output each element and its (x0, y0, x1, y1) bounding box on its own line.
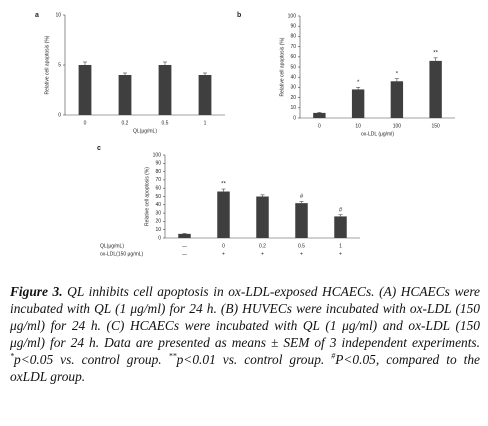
bar (158, 65, 172, 115)
bar (118, 75, 132, 115)
caption-sup: ** (168, 351, 177, 361)
bar (198, 75, 212, 115)
x-tick-label: + (339, 251, 342, 257)
caption-label: Figure 3. (10, 284, 63, 299)
y-tick-label: 60 (155, 186, 161, 192)
panel-label: b (237, 12, 241, 19)
row-label: ox-LDL(150 μg/mL) (100, 251, 144, 257)
bar (256, 196, 269, 238)
x-tick-label: 100 (393, 123, 402, 129)
y-tick-label: 50 (155, 194, 161, 200)
bar (334, 216, 347, 238)
x-tick-label: 0 (84, 120, 87, 126)
y-tick-label: 100 (288, 13, 297, 19)
x-tick-label: 10 (355, 123, 361, 129)
caption-text: p<0.01 vs. control group. (176, 352, 332, 367)
x-tick-label: — (182, 243, 187, 249)
bar (78, 65, 92, 115)
row-label: QL(μg/mL) (100, 243, 124, 249)
x-tick-label: + (300, 251, 303, 257)
caption-text: P<0.05, compared to the oxLDL group. (10, 352, 480, 384)
y-tick-label: 0 (158, 235, 161, 241)
bar (390, 81, 404, 118)
y-tick-label: 50 (290, 64, 296, 70)
caption-text: p<0.05 vs. control group. (14, 352, 169, 367)
y-tick-label: 10 (155, 227, 161, 233)
panel-label: a (35, 12, 39, 19)
significance-label: # (339, 207, 343, 213)
y-tick-label: 20 (290, 95, 296, 101)
caption-sup: * (10, 351, 14, 361)
y-tick-label: 80 (155, 169, 161, 175)
x-tick-label: 1 (204, 120, 207, 126)
bar (351, 89, 365, 118)
caption-sup: # (331, 351, 336, 361)
x-tick-label: 1 (339, 243, 342, 249)
x-tick-label: 0.2 (259, 243, 266, 249)
y-tick-label: 0 (58, 112, 61, 118)
x-tick-label: 0.5 (162, 120, 169, 126)
x-axis-label: QL(μg/mL) (133, 128, 157, 134)
x-tick-label: + (261, 251, 264, 257)
x-tick-label: 0 (318, 123, 321, 129)
y-tick-label: 70 (290, 44, 296, 50)
y-tick-label: 60 (290, 54, 296, 60)
caption: Figure 3. QL inhibits cell apoptosis in … (10, 283, 480, 385)
y-axis-label: Relative cell apoptosis (%) (44, 35, 50, 94)
y-tick-label: 20 (155, 219, 161, 225)
y-tick-label: 40 (155, 202, 161, 208)
y-tick-label: 100 (153, 152, 162, 158)
y-tick-label: 40 (290, 75, 296, 81)
y-tick-label: 90 (155, 161, 161, 167)
bar (178, 233, 191, 238)
significance-label: * (396, 71, 399, 77)
y-tick-label: 10 (55, 12, 61, 18)
y-tick-label: 30 (290, 85, 296, 91)
x-tick-label: 150 (431, 123, 440, 129)
bar (217, 191, 230, 238)
panel-label: c (97, 145, 101, 152)
caption-text: QL inhibits cell apoptosis in ox-LDL-exp… (10, 284, 480, 350)
y-axis-label: Relative cell apoptosis (%) (279, 37, 285, 96)
y-tick-label: 30 (155, 210, 161, 216)
x-axis-label: ox-LDL (μg/ml) (361, 131, 394, 137)
y-tick-label: 10 (290, 105, 296, 111)
y-tick-label: 5 (58, 62, 61, 68)
x-tick-label: 0.2 (122, 120, 129, 126)
y-tick-label: 70 (155, 177, 161, 183)
significance-label: ** (221, 182, 226, 188)
x-tick-label: 0 (222, 243, 225, 249)
y-tick-label: 90 (290, 24, 296, 30)
significance-label: ** (433, 50, 438, 56)
y-tick-label: 0 (293, 115, 296, 121)
x-tick-label: + (222, 251, 225, 257)
x-tick-label: 0.5 (298, 243, 305, 249)
significance-label: * (357, 80, 360, 86)
bar (295, 203, 308, 238)
bar (429, 60, 442, 118)
y-tick-label: 80 (290, 34, 296, 40)
y-axis-label: Relative cell apoptosis (%) (144, 167, 150, 226)
significance-label: # (300, 194, 304, 200)
bar (313, 112, 326, 118)
x-tick-label: — (182, 251, 187, 257)
